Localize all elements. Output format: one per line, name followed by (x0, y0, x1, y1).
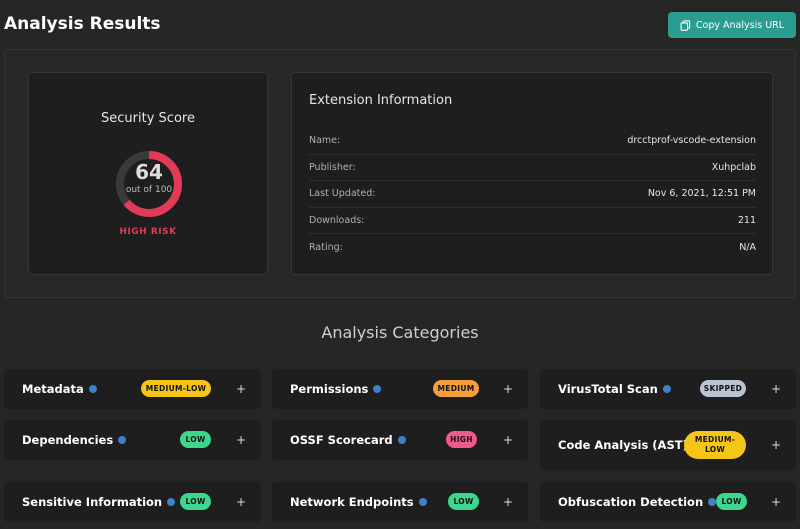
category-card-ossf-scorecard[interactable]: OSSF Scorecard HIGH + (272, 420, 528, 460)
risk-badge: LOW (180, 493, 211, 510)
category-name: Metadata (22, 382, 84, 396)
category-card-network-endpoints[interactable]: Network Endpoints LOW + (272, 482, 528, 522)
expand-icon[interactable]: + (770, 382, 781, 396)
category-name: Sensitive Information (22, 495, 163, 509)
header: Analysis Results Copy Analysis URL (4, 10, 796, 38)
score-gauge (116, 151, 182, 217)
expand-icon[interactable]: + (235, 433, 246, 447)
info-icon[interactable] (662, 385, 671, 393)
extension-info-value: Xuhpclab (711, 161, 756, 173)
extension-info-card: Extension Information Name: drcctprof-vsc… (291, 72, 773, 275)
category-name: OSSF Scorecard (290, 433, 393, 447)
summary-panel: Security Score 64 out of 100 HIGH RISK E… (4, 49, 796, 298)
security-score-subtitle: out of 100 (125, 185, 173, 195)
info-icon[interactable] (708, 498, 717, 506)
extension-info-row: Rating: N/A (309, 234, 756, 261)
risk-level-label: HIGH RISK (119, 227, 177, 237)
risk-badge: SKIPPED (700, 380, 746, 397)
category-card-obfuscation-detection[interactable]: Obfuscation Detection LOW + (540, 482, 796, 522)
risk-badge: LOW (716, 493, 747, 510)
extension-info-key: Rating: (309, 241, 343, 253)
risk-badge: MEDIUM-LOW (141, 380, 211, 397)
risk-badge: HIGH (446, 431, 477, 448)
category-name: VirusTotal Scan (558, 382, 658, 396)
page-title: Analysis Results (4, 14, 161, 34)
category-name: Code Analysis (AST) (558, 438, 688, 452)
category-name: Permissions (290, 382, 369, 396)
risk-badge: LOW (180, 431, 211, 448)
security-score-title: Security Score (101, 111, 195, 126)
copy-analysis-url-label: Copy Analysis URL (695, 19, 785, 31)
security-score-value: 64 (135, 160, 163, 184)
info-icon[interactable] (88, 385, 97, 393)
info-icon[interactable] (373, 385, 382, 393)
info-icon[interactable] (418, 498, 427, 506)
security-score-card: Security Score 64 out of 100 HIGH RISK (28, 72, 268, 275)
expand-icon[interactable]: + (502, 382, 513, 396)
risk-badge: MEDIUM- LOW (684, 431, 746, 459)
category-name: Network Endpoints (290, 495, 414, 509)
category-card-virustotal-scan[interactable]: VirusTotal Scan SKIPPED + (540, 369, 796, 409)
extension-info-key: Publisher: (309, 161, 356, 173)
extension-info-row: Name: drcctprof-vscode-extension (309, 128, 756, 155)
expand-icon[interactable]: + (235, 382, 246, 396)
extension-info-value: Nov 6, 2021, 12:51 PM (647, 188, 756, 200)
category-card-metadata[interactable]: Metadata MEDIUM-LOW + (4, 369, 261, 409)
extension-info-key: Downloads: (309, 214, 365, 226)
expand-icon[interactable]: + (502, 433, 513, 447)
risk-badge: MEDIUM (433, 380, 479, 397)
extension-info-key: Last Updated: (309, 188, 376, 200)
extension-info-title: Extension Information (309, 93, 453, 108)
expand-icon[interactable]: + (235, 495, 246, 509)
extension-info-row: Publisher: Xuhpclab (309, 155, 756, 181)
category-card-dependencies[interactable]: Dependencies LOW + (4, 420, 261, 460)
extension-info-value: drcctprof-vscode-extension (627, 135, 756, 147)
score-gauge-fill (116, 151, 182, 217)
extension-info-row: Downloads: 211 (309, 208, 756, 234)
extension-info-value: N/A (739, 241, 756, 253)
info-icon[interactable] (397, 436, 406, 444)
analysis-categories-title: Analysis Categories (321, 323, 479, 342)
extension-info-key: Name: (309, 135, 341, 147)
info-icon[interactable] (118, 436, 127, 444)
extension-info-row: Last Updated: Nov 6, 2021, 12:51 PM (309, 181, 756, 208)
expand-icon[interactable]: + (770, 438, 781, 452)
risk-badge: LOW (448, 493, 479, 510)
expand-icon[interactable]: + (770, 495, 781, 509)
category-card-sensitive-information[interactable]: Sensitive Information LOW + (4, 482, 261, 522)
extension-info-list: Name: drcctprof-vscode-extension Publisher… (309, 128, 756, 261)
expand-icon[interactable]: + (502, 495, 513, 509)
category-name: Dependencies (22, 433, 114, 447)
category-card-code-analysis-ast[interactable]: Code Analysis (AST) MEDIUM- LOW + (540, 420, 796, 470)
copy-icon (680, 19, 691, 31)
category-name: Obfuscation Detection (558, 495, 704, 509)
extension-info-value: 211 (737, 214, 756, 226)
category-card-permissions[interactable]: Permissions MEDIUM + (272, 369, 528, 409)
copy-analysis-url-button[interactable]: Copy Analysis URL (668, 12, 796, 38)
info-icon[interactable] (167, 498, 176, 506)
